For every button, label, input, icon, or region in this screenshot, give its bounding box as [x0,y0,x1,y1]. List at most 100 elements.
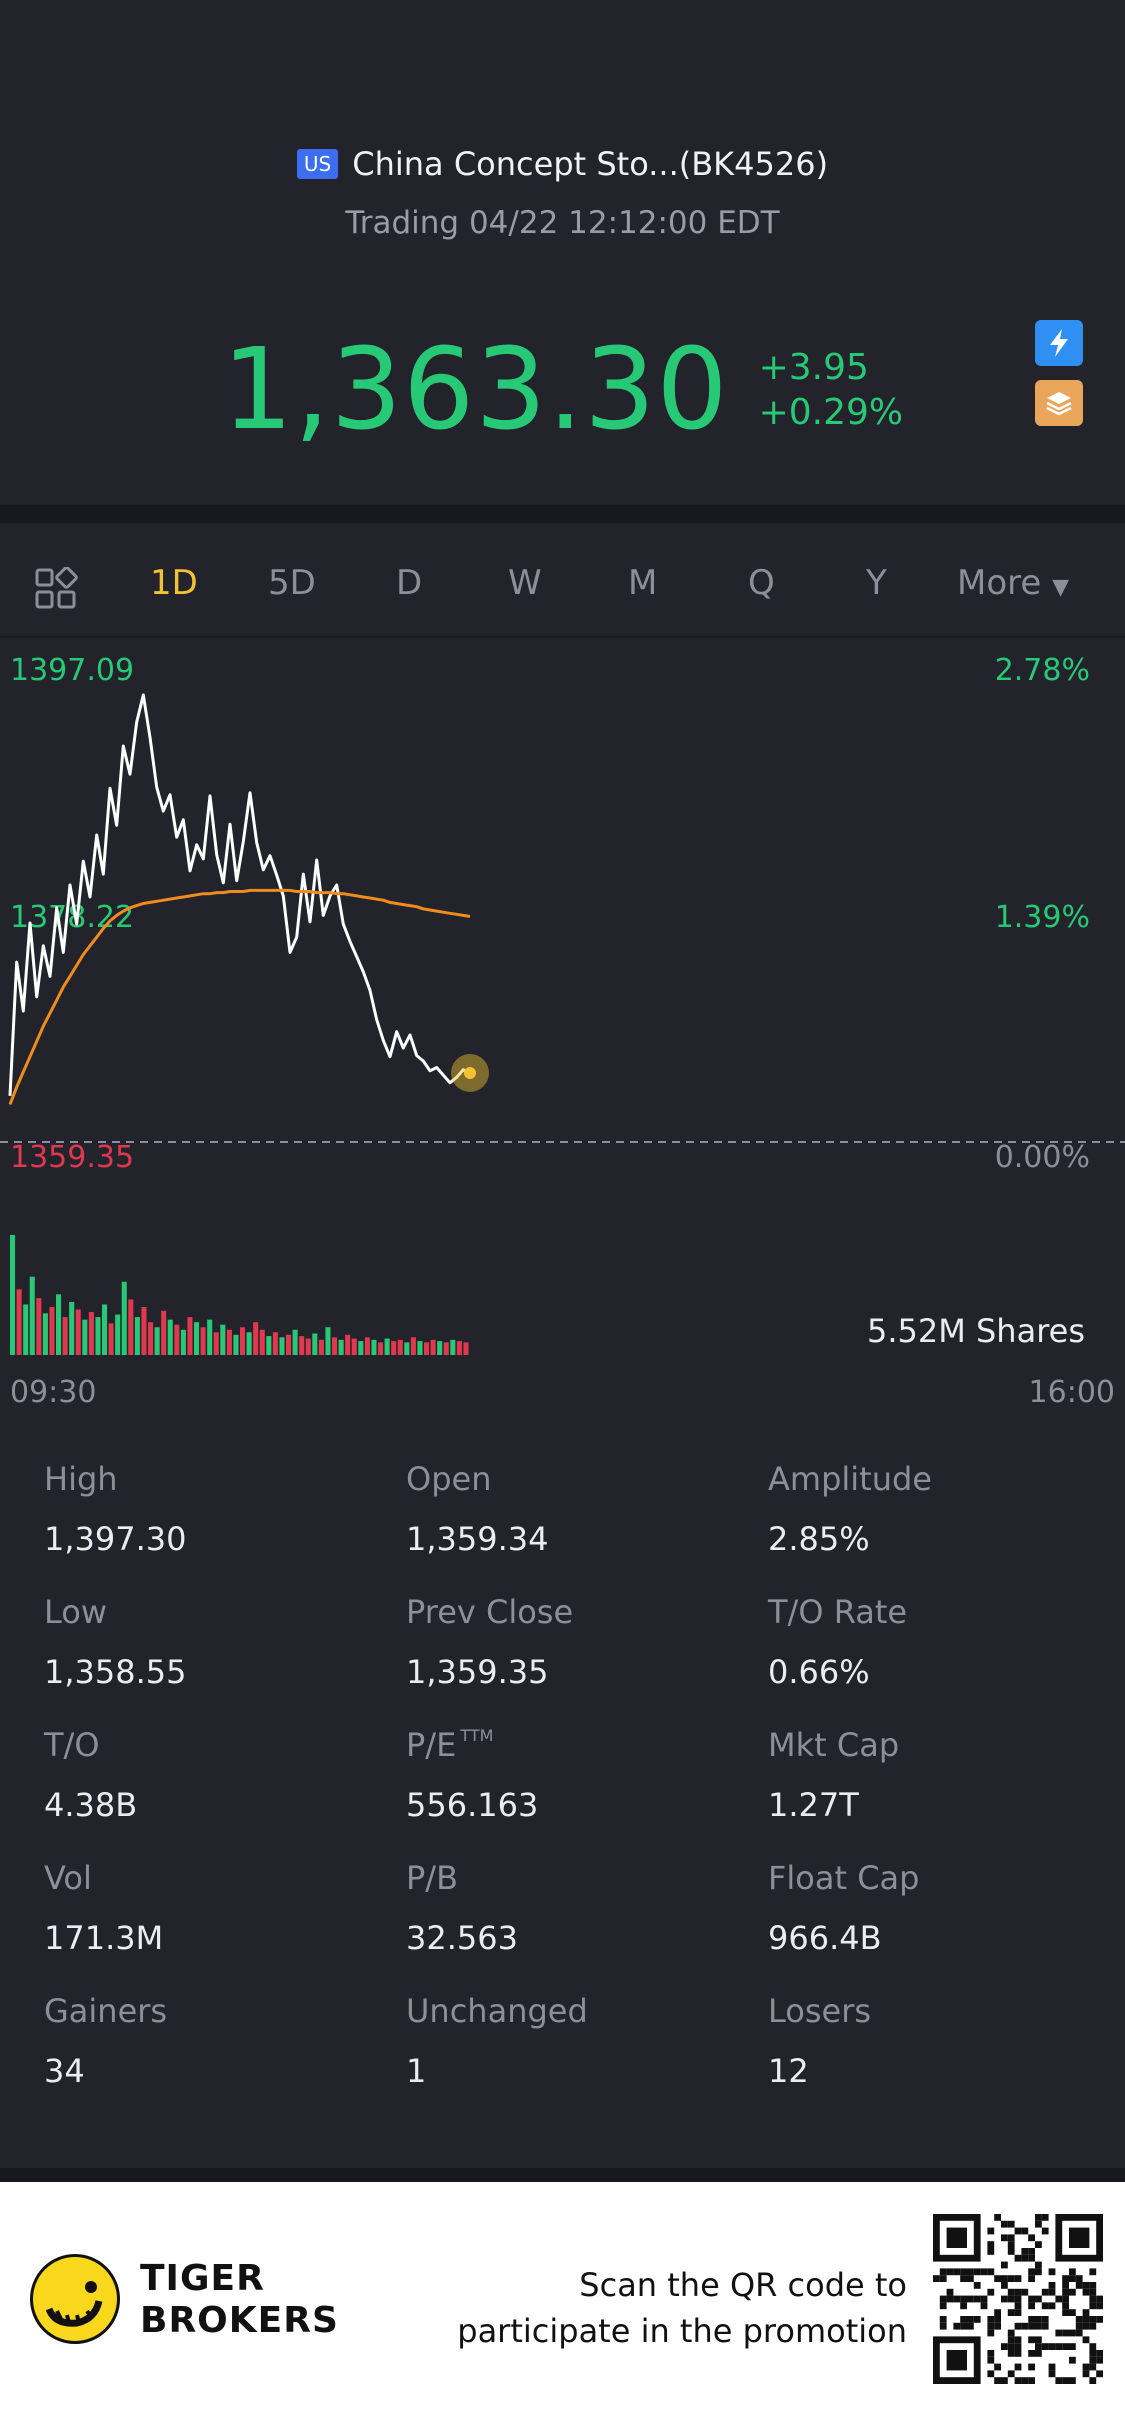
qr-module [1014,2343,1022,2350]
qr-module [987,2370,995,2378]
qr-module [1089,2343,1097,2350]
qr-module [1062,2329,1069,2337]
qr-module [1007,2309,1015,2316]
qr-module [987,2356,995,2364]
volume-bar [358,1341,364,1355]
qr-module [1089,2288,1097,2296]
volume-bar [174,1324,180,1355]
qr-module [1035,2322,1042,2330]
qr-module [1069,2343,1076,2350]
current-point [464,1066,476,1079]
stat-value: 12 [768,2052,809,2090]
tab-d[interactable]: D [396,563,423,603]
qr-module [1096,2302,1103,2310]
intraday-chart[interactable]: 1397.091378.221359.352.78%1.39%0.00%5.52… [0,640,1125,1410]
qr-module [1069,2268,1076,2276]
volume-bar [88,1312,94,1355]
qr-module [1007,2220,1015,2228]
stat-prev-close: Prev Close 1,359.35 [406,1593,573,1691]
stat-t-o-rate: T/O Rate 0.66% [768,1593,907,1691]
volume-bar [233,1334,239,1355]
qr-module [987,2316,995,2323]
volume-bar [430,1339,436,1355]
promo-footer: TIGER BROKERS Scan the QR code to partic… [0,2182,1125,2415]
qr-module [939,2275,947,2282]
volume-bar [220,1324,226,1355]
tab-more[interactable]: More ▼ [957,563,1069,603]
y-label-right: 1.39% [995,900,1090,935]
qr-module [933,2275,940,2282]
qr-module [967,2322,974,2330]
qr-module [1021,2248,1029,2255]
qr-module [994,2214,1001,2221]
qr-module [1089,2295,1097,2303]
qr-module [1007,2370,1015,2378]
title-row[interactable]: US China Concept Sto...(BK4526) [0,145,1125,183]
volume-bar [391,1341,397,1355]
tab-y[interactable]: Y [866,563,887,603]
volume-bar [424,1342,430,1355]
stat-losers: Losers 12 [768,1992,871,2090]
volume-bar [279,1337,285,1355]
brand-line-2: BROKERS [140,2300,339,2341]
y-label-left: 1359.35 [10,1140,134,1175]
tab-m[interactable]: M [628,563,658,603]
stat-value: 32.563 [406,1919,518,1957]
volume-bar [42,1313,48,1355]
qr-module [1069,2227,1090,2248]
qr-module [1048,2370,1056,2378]
qr-module [1082,2370,1090,2378]
stat-label: T/O Rate [768,1593,908,1631]
tab-w[interactable]: W [508,563,542,603]
qr-module [1048,2302,1056,2310]
qr-module [1062,2288,1069,2296]
tab-5d[interactable]: 5D [268,563,316,603]
qr-module [987,2288,995,2296]
qr-module [960,2316,967,2323]
stat-value: 556.163 [406,1786,539,1824]
last-price: 1,363.30 [221,325,729,455]
qr-module [1089,2322,1097,2330]
stat-high: High 1,397.30 [44,1460,187,1558]
qr-module [1062,2302,1069,2310]
qr-module [1028,2377,1035,2384]
x-label-start: 09:30 [10,1375,96,1410]
qr-module [960,2275,967,2282]
stat-label: Open [406,1460,492,1498]
qr-module [980,2295,988,2303]
qr-module [1055,2329,1063,2337]
stat-value: 34 [44,2052,85,2090]
qr-module [1001,2261,1008,2269]
qr-module [1007,2329,1015,2337]
qr-module [1007,2295,1015,2303]
volume-bar [450,1339,456,1355]
tab-q[interactable]: Q [748,563,775,603]
lightning-1-icon[interactable] [1035,320,1083,366]
average-line [8,888,471,1106]
qr-module [1048,2363,1056,2371]
price-line [8,693,471,1096]
qr-module [1001,2377,1008,2384]
qr-module [1028,2350,1035,2357]
qr-module [1082,2316,1090,2323]
tab-1d[interactable]: 1D [150,563,198,603]
qr-module [953,2322,961,2330]
stat-value: 966.4B [768,1919,882,1957]
volume-bar [305,1338,311,1355]
volume-bar [200,1327,206,1355]
qr-module [987,2248,995,2255]
qr-module [939,2302,947,2310]
qr-code[interactable] [933,2214,1103,2384]
volume-bar [299,1336,305,1355]
stock-title[interactable]: China Concept Sto...(BK4526) [352,145,829,183]
grid-menu-icon[interactable] [34,567,78,611]
qr-module [973,2295,981,2303]
qr-module [1014,2350,1022,2357]
volume-bar [437,1341,443,1355]
qr-module [1021,2227,1029,2235]
qr-module [994,2377,1001,2384]
qr-module [1007,2288,1015,2296]
qr-module [1007,2336,1015,2344]
qr-module [1021,2322,1029,2330]
layers-a-icon[interactable] [1035,380,1083,426]
